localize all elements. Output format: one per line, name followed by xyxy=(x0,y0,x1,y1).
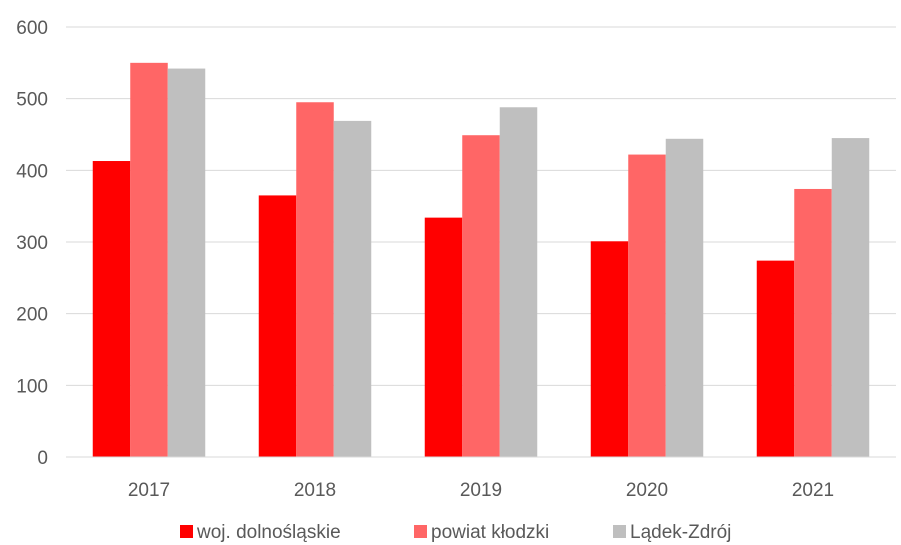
x-tick-label: 2020 xyxy=(626,480,668,501)
bar-2021-series-3 xyxy=(831,138,870,458)
legend-label: powiat kłodzki xyxy=(431,522,549,543)
x-tick-label: 2019 xyxy=(460,480,502,501)
y-tick-label: 0 xyxy=(37,448,48,469)
bar-2020-series-2 xyxy=(628,154,666,458)
x-tick-label: 2018 xyxy=(294,480,336,501)
bar-2019-series-3 xyxy=(499,107,538,458)
bar-2018-series-3 xyxy=(333,120,372,457)
bar-2021-series-1 xyxy=(756,260,795,457)
y-tick-label: 500 xyxy=(16,90,48,111)
y-axis-tick-labels: 0 100 200 300 400 500 600 xyxy=(16,18,48,469)
legend-label: Lądek-Zdrój xyxy=(630,522,731,543)
bar-2020-series-3 xyxy=(665,138,704,458)
bars xyxy=(92,62,870,458)
x-tick-label: 2021 xyxy=(792,480,834,501)
legend-label: woj. dolnośląskie xyxy=(196,522,341,543)
x-tick-label: 2017 xyxy=(128,480,170,501)
legend: woj. dolnośląskie powiat kłodzki Lądek-Zdr… xyxy=(180,522,731,543)
y-tick-label: 400 xyxy=(16,161,48,182)
y-tick-label: 600 xyxy=(16,18,48,39)
legend-swatch xyxy=(180,525,193,538)
bar-2018-series-1 xyxy=(258,195,297,457)
bar-2017-series-1 xyxy=(92,161,131,457)
bar-2018-series-2 xyxy=(296,102,334,457)
x-axis-tick-labels: 2017 2018 2019 2020 2021 xyxy=(128,480,834,501)
y-tick-label: 100 xyxy=(16,376,48,397)
y-tick-label: 300 xyxy=(16,233,48,254)
legend-swatch xyxy=(613,525,626,538)
bar-2019-series-2 xyxy=(462,135,500,457)
bar-2017-series-2 xyxy=(130,62,168,457)
bar-2020-series-1 xyxy=(590,241,629,457)
bar-2017-series-3 xyxy=(167,68,206,458)
y-tick-label: 200 xyxy=(16,305,48,326)
legend-swatch xyxy=(414,525,427,538)
bar-2019-series-1 xyxy=(424,217,463,457)
bar-2021-series-2 xyxy=(794,188,832,457)
